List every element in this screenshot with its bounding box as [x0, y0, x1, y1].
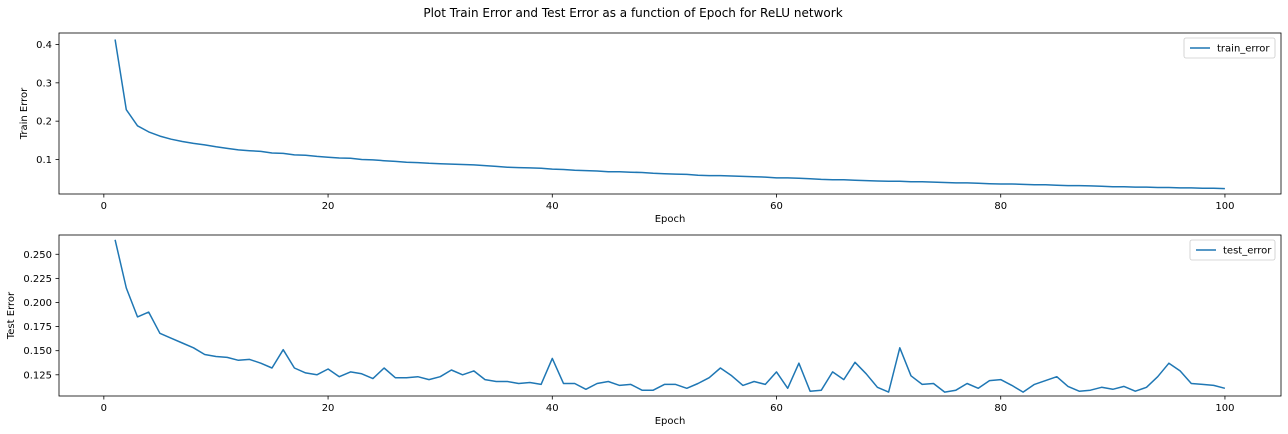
x-tick-label: 20 — [322, 201, 335, 212]
train-x-axis-label: Epoch — [655, 214, 686, 225]
x-tick-label: 80 — [994, 403, 1007, 414]
x-tick-label: 100 — [1215, 201, 1234, 212]
y-tick-label: 0.175 — [23, 322, 52, 333]
legend-box — [1189, 239, 1276, 261]
x-tick-label: 60 — [770, 403, 783, 414]
test-x-axis-label: Epoch — [655, 416, 686, 427]
legend-label: train_error — [1217, 44, 1270, 55]
legend-box — [1183, 37, 1276, 59]
train-error-line — [114, 39, 1225, 190]
test-axes-frame — [58, 234, 1282, 397]
x-tick-label: 0 — [101, 403, 107, 414]
x-tick-label: 20 — [322, 403, 335, 414]
y-tick-label: 0.200 — [23, 298, 52, 309]
train-y-axis-label: Train Error — [19, 87, 30, 140]
test-error-subplot: 0 20 40 60 80 100 0.125 0.150 0.175 0.200 0.225 0.2… — [6, 234, 1282, 427]
train-legend: train_error — [1183, 37, 1276, 59]
legend-label: test_error — [1223, 246, 1272, 257]
y-tick-label: 0.3 — [36, 78, 52, 89]
x-tick-label: 0 — [101, 201, 107, 212]
x-tick-label: 60 — [770, 201, 783, 212]
test-error-line — [114, 239, 1226, 393]
test-y-axis-label: Test Error — [6, 291, 17, 340]
y-tick-label: 0.4 — [36, 40, 52, 51]
y-tick-label: 0.1 — [36, 155, 52, 166]
x-tick-label: 80 — [994, 201, 1007, 212]
y-tick-label: 0.2 — [36, 117, 52, 128]
x-tick-label: 100 — [1215, 403, 1234, 414]
train-axes-frame — [58, 32, 1282, 195]
y-tick-label: 0.250 — [23, 250, 52, 261]
figure-title: Plot Train Error and Test Error as a fun… — [423, 6, 842, 20]
y-tick-label: 0.125 — [23, 370, 52, 381]
x-tick-label: 40 — [546, 201, 559, 212]
y-tick-label: 0.225 — [23, 274, 52, 285]
test-legend: test_error — [1189, 239, 1276, 261]
y-tick-label: 0.150 — [23, 346, 52, 357]
train-error-subplot: 0 20 40 60 80 100 0.1 0.2 0.3 0.4 Epoch Train Error… — [19, 32, 1282, 225]
x-tick-label: 40 — [546, 403, 559, 414]
